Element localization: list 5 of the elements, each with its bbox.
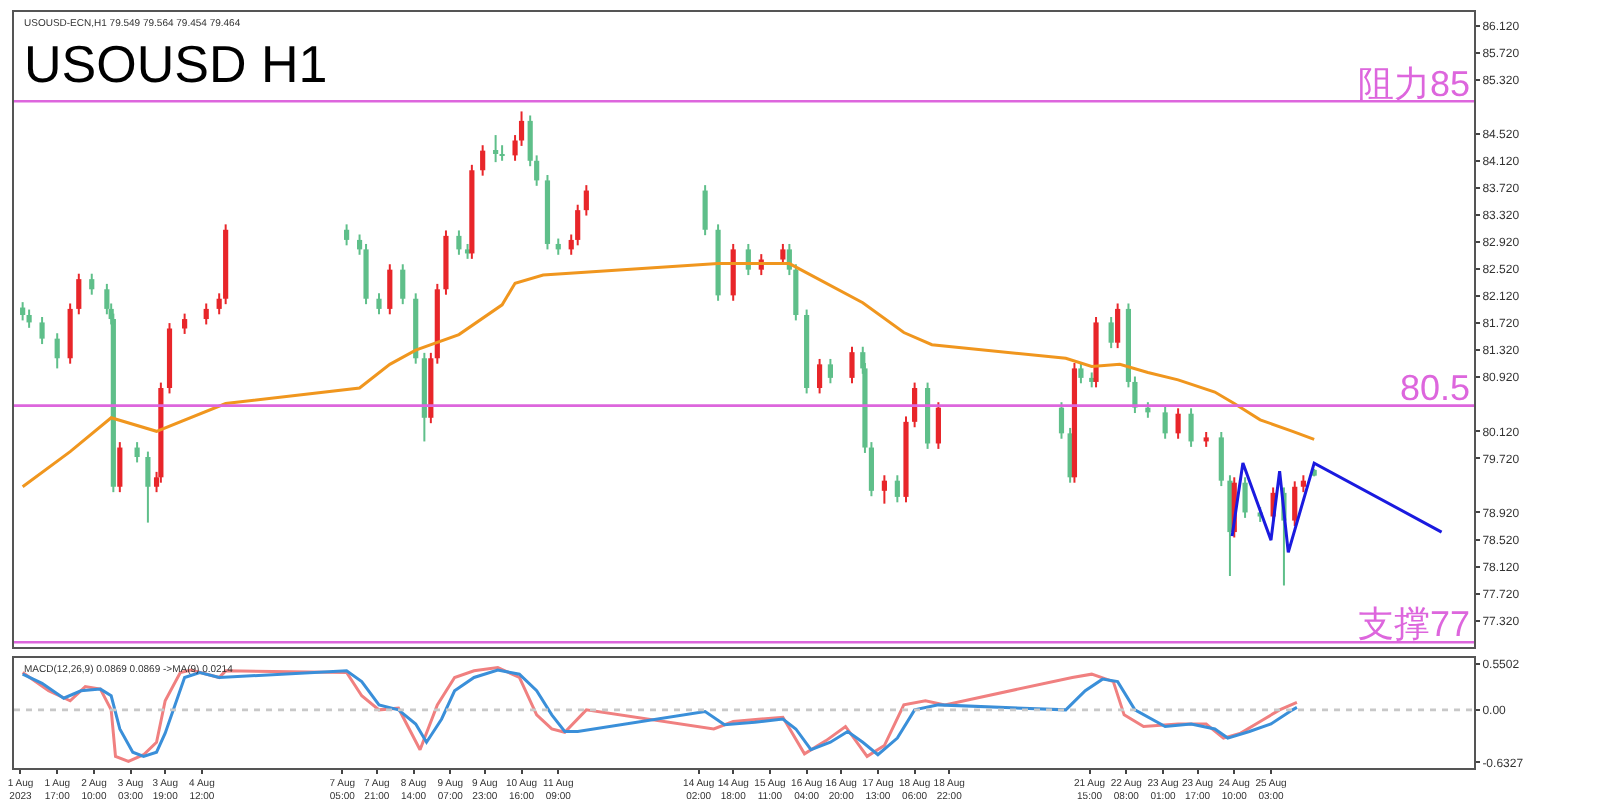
line-series xyxy=(1230,461,1444,554)
ref-line-label: 阻力85 xyxy=(1358,64,1471,104)
ref-line-label: 80.5 xyxy=(1400,368,1471,408)
ref-line-label: 支撑77 xyxy=(1358,604,1471,644)
text: USOUSD H1 xyxy=(24,34,328,94)
